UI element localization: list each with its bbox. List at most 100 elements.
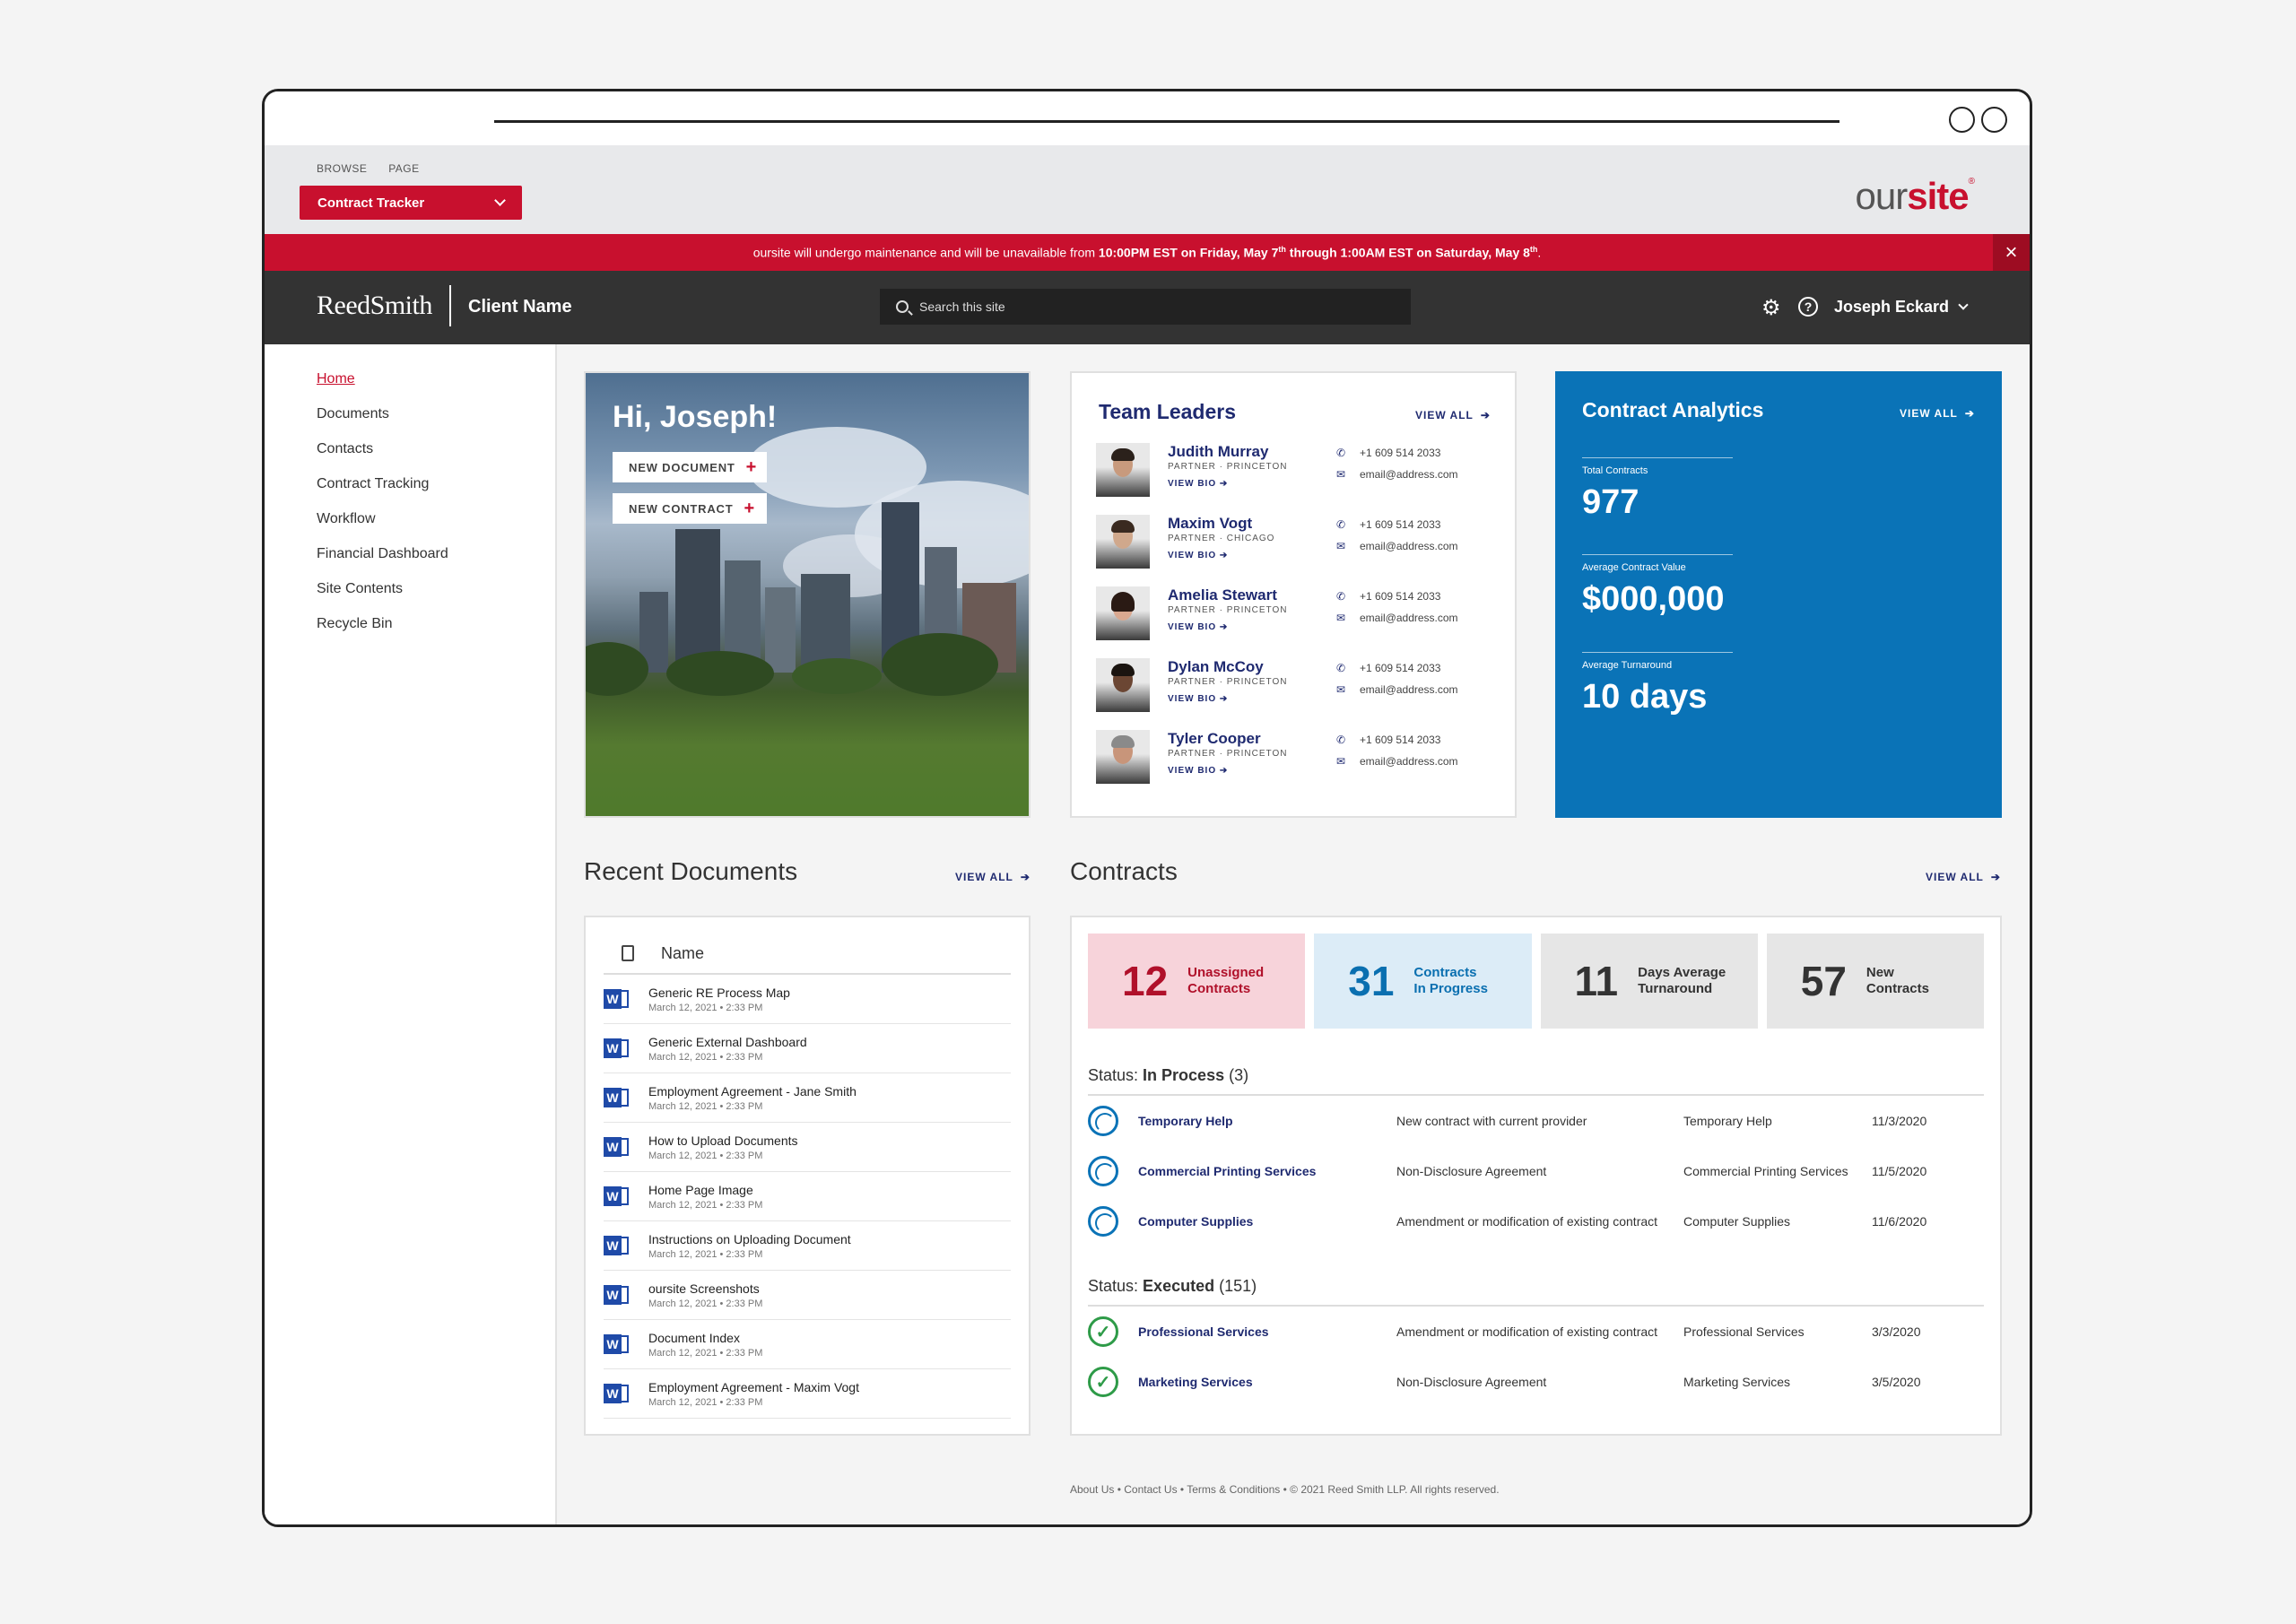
site-dropdown[interactable]: Contract Tracker [300,186,522,220]
member-name[interactable]: Maxim Vogt [1168,515,1253,532]
member-phone[interactable]: ✆ +1 609 514 2033 [1336,590,1441,603]
user-menu[interactable]: Joseph Eckard [1834,298,1969,317]
sidebar-item-contacts[interactable]: Contacts [317,441,374,456]
close-icon[interactable]: × [1993,234,2030,271]
tile-label: Unassigned Contracts [1187,965,1265,996]
document-title[interactable]: How to Upload Documents [648,1133,798,1148]
in-progress-icon [1088,1156,1118,1186]
gear-icon[interactable]: ⚙ [1761,296,1781,320]
view-bio-link[interactable]: VIEW BIO ➔ [1168,551,1229,560]
contract-date: 3/3/2020 [1872,1324,1921,1339]
plus-icon: + [745,456,758,477]
member-name[interactable]: Tyler Cooper [1168,730,1261,747]
contract-summary-tile[interactable]: 31 Contracts In Progress [1314,934,1532,1029]
contracts-view-all-link[interactable]: VIEW ALL ➔ [1926,871,2001,883]
contract-summary-tiles: 12 Unassigned Contracts 31 Contracts In Pro… [1088,934,1984,1029]
team-member: Maxim Vogt PARTNER · CHICAGO VIEW BIO ➔ … [1096,515,1509,578]
in-progress-icon [1088,1206,1118,1237]
address-bar[interactable] [494,120,1839,123]
team-member: Tyler Cooper PARTNER · PRINCETON VIEW BI… [1096,730,1509,793]
member-email[interactable]: ✉ email@address.com [1336,612,1458,624]
view-bio-link[interactable]: VIEW BIO ➔ [1168,622,1229,632]
arrow-right-icon: ➔ [1219,766,1229,776]
contract-summary-tile[interactable]: 11 Days Average Turnaround [1540,934,1758,1029]
contract-summary-tile[interactable]: 12 Unassigned Contracts [1088,934,1306,1029]
document-title[interactable]: Document Index [648,1330,740,1345]
document-title[interactable]: Employment Agreement - Maxim Vogt [648,1379,859,1394]
avatar [1096,443,1150,497]
document-row[interactable]: W oursite Screenshots March 12, 2021 • 2… [604,1271,1011,1320]
document-row[interactable]: W Generic External Dashboard March 12, 2… [604,1024,1011,1073]
view-bio-link[interactable]: VIEW BIO ➔ [1168,479,1229,489]
sidebar-item-workflow[interactable]: Workflow [317,511,376,526]
member-phone[interactable]: ✆ +1 609 514 2033 [1336,447,1441,459]
document-info: oursite Screenshots March 12, 2021 • 2:3… [648,1281,762,1309]
plus-icon: + [744,498,755,518]
team-view-all-link[interactable]: VIEW ALL ➔ [1415,409,1491,421]
contract-summary-tile[interactable]: 57 New Contracts [1766,934,1984,1029]
document-row[interactable]: W How to Upload Documents March 12, 2021… [604,1123,1011,1172]
document-row[interactable]: W Employment Agreement - Maxim Vogt Marc… [604,1369,1011,1419]
contract-name-link[interactable]: Temporary Help [1138,1114,1233,1128]
avatar [1096,515,1150,569]
member-name[interactable]: Amelia Stewart [1168,586,1277,604]
window-control-minimize[interactable] [1949,107,1975,133]
contract-name-link[interactable]: Marketing Services [1138,1375,1253,1389]
search-placeholder: Search this site [919,300,1005,314]
member-phone[interactable]: ✆ +1 609 514 2033 [1336,518,1441,531]
stat-value: $000,000 [1582,580,1725,618]
new-contract-button[interactable]: NEW CONTRACT + [613,493,767,524]
window-control-close[interactable] [1981,107,2007,133]
member-email[interactable]: ✉ email@address.com [1336,468,1458,481]
document-row[interactable]: W Instructions on Uploading Document Mar… [604,1221,1011,1271]
member-phone[interactable]: ✆ +1 609 514 2033 [1336,662,1441,674]
ribbon-tab-browse[interactable]: BROWSE [317,162,368,175]
document-title[interactable]: Home Page Image [648,1182,753,1197]
search-input[interactable]: Search this site [880,289,1411,325]
document-title[interactable]: oursite Screenshots [648,1281,760,1296]
view-bio-link[interactable]: VIEW BIO ➔ [1168,694,1229,704]
stat-value: 977 [1582,483,1639,521]
in-progress-icon [1088,1106,1118,1136]
document-row[interactable]: W Document Index March 12, 2021 • 2:33 P… [604,1320,1011,1369]
phone-icon: ✆ [1336,590,1346,603]
contract-name-link[interactable]: Professional Services [1138,1324,1269,1339]
view-bio-link[interactable]: VIEW BIO ➔ [1168,766,1229,776]
member-email[interactable]: ✉ email@address.com [1336,683,1458,696]
document-row[interactable]: W Generic RE Process Map March 12, 2021 … [604,975,1011,1024]
document-row[interactable]: W Employment Agreement - Jane Smith Marc… [604,1073,1011,1123]
member-email[interactable]: ✉ email@address.com [1336,755,1458,768]
member-email[interactable]: ✉ email@address.com [1336,540,1458,552]
chevron-down-icon [494,195,506,206]
new-document-button[interactable]: NEW DOCUMENT + [613,452,767,482]
arrow-right-icon: ➔ [1219,622,1229,632]
document-title[interactable]: Generic RE Process Map [648,985,790,1000]
document-title[interactable]: Generic External Dashboard [648,1034,807,1049]
member-name[interactable]: Judith Murray [1168,443,1269,460]
sidebar-item-documents[interactable]: Documents [317,406,389,421]
sidebar-item-contract-tracking[interactable]: Contract Tracking [317,476,430,491]
document-title[interactable]: Instructions on Uploading Document [648,1231,851,1246]
sidebar-item-home[interactable]: Home [317,371,355,386]
sidebar-item-site-contents[interactable]: Site Contents [317,581,404,596]
executed-list: ✓ Professional Services Amendment or mod… [1088,1307,1984,1407]
help-icon[interactable]: ? [1798,297,1818,317]
document-title[interactable]: Employment Agreement - Jane Smith [648,1083,857,1099]
contract-name-link[interactable]: Commercial Printing Services [1138,1164,1317,1178]
arrow-right-icon: ➔ [1219,694,1229,704]
ribbon-tab-page[interactable]: PAGE [388,162,420,175]
member-name[interactable]: Dylan McCoy [1168,658,1264,675]
column-header-name[interactable]: Name [661,943,705,962]
contract-name-link[interactable]: Computer Supplies [1138,1214,1254,1229]
word-document-icon: W [604,1086,631,1109]
document-date: March 12, 2021 • 2:33 PM [648,1199,763,1211]
document-row[interactable]: W Home Page Image March 12, 2021 • 2:33 … [604,1172,1011,1221]
member-phone[interactable]: ✆ +1 609 514 2033 [1336,734,1441,746]
sidebar-item-financial-dashboard[interactable]: Financial Dashboard [317,546,448,561]
arrow-right-icon: ➔ [1990,871,2001,883]
envelope-icon: ✉ [1336,755,1346,768]
brand-logo[interactable]: ReedSmith [317,291,432,320]
docs-view-all-link[interactable]: VIEW ALL ➔ [955,871,1031,883]
analytics-view-all-link[interactable]: VIEW ALL ➔ [1900,407,1975,420]
sidebar-item-recycle-bin[interactable]: Recycle Bin [317,616,393,631]
